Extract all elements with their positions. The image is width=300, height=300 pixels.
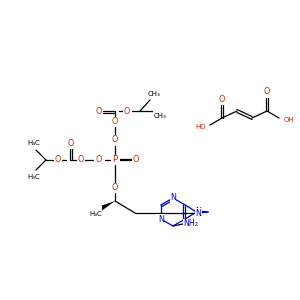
Text: N: N: [195, 206, 201, 215]
Text: H₃C: H₃C: [28, 140, 40, 146]
Text: H₃C: H₃C: [90, 211, 102, 217]
Text: O: O: [112, 118, 118, 127]
Text: O: O: [219, 94, 225, 103]
Text: O: O: [55, 155, 61, 164]
Text: O: O: [96, 155, 102, 164]
Text: O: O: [133, 155, 139, 164]
Text: O: O: [68, 140, 74, 148]
Text: NH₂: NH₂: [184, 220, 199, 229]
Text: H₃C: H₃C: [28, 174, 40, 180]
Text: N: N: [158, 214, 164, 224]
Text: O: O: [96, 107, 102, 116]
Text: N: N: [170, 194, 176, 202]
Text: O: O: [78, 155, 84, 164]
Text: HO: HO: [195, 124, 206, 130]
Text: O: O: [112, 184, 118, 193]
Text: OH: OH: [284, 117, 295, 123]
Text: P: P: [112, 155, 118, 164]
Text: O: O: [264, 88, 270, 97]
Text: O: O: [112, 136, 118, 145]
Text: CH₃: CH₃: [148, 91, 160, 97]
Text: CH₃: CH₃: [154, 113, 166, 119]
Text: N: N: [195, 208, 201, 217]
Text: O: O: [124, 106, 130, 116]
Polygon shape: [102, 201, 115, 211]
